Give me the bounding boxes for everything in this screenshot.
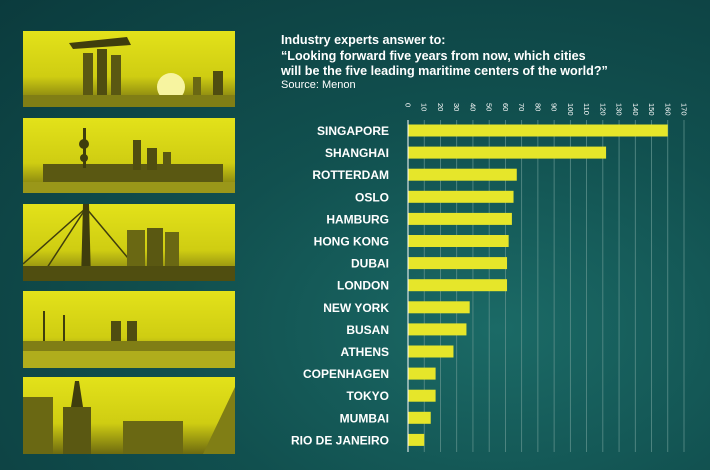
oslo-photo <box>23 291 235 368</box>
bar <box>408 146 607 159</box>
category-label: DUBAI <box>351 257 389 271</box>
heading-question-line-2: will be the five leading maritime center… <box>281 64 608 78</box>
category-label: MUMBAI <box>340 411 389 425</box>
bar <box>408 235 509 247</box>
category-label: SHANGHAI <box>325 146 389 160</box>
category-label: NEW YORK <box>323 301 389 315</box>
bar <box>408 389 436 402</box>
bar <box>408 257 508 270</box>
category-label: ROTTERDAM <box>312 168 389 182</box>
x-tick-label: 110 <box>582 103 591 115</box>
category-label: LONDON <box>337 279 389 293</box>
x-tick-label: 100 <box>566 103 575 116</box>
x-tick-label: 160 <box>663 103 672 116</box>
bar <box>408 279 508 292</box>
category-label: HAMBURG <box>326 212 389 226</box>
x-tick-label: 120 <box>598 103 607 116</box>
rotterdam-photo <box>23 204 235 281</box>
bar <box>408 190 514 203</box>
bar <box>408 323 467 336</box>
x-tick-label: 70 <box>517 103 526 111</box>
category-label: BUSAN <box>346 323 389 337</box>
bar <box>408 212 512 225</box>
category-label: RIO DE JANEIRO <box>291 433 389 447</box>
x-tick-label: 90 <box>550 103 559 111</box>
category-label: TOKYO <box>347 389 389 403</box>
bar <box>408 301 470 314</box>
x-tick-label: 60 <box>501 103 510 111</box>
hamburg-photo <box>23 377 235 454</box>
x-tick-label: 10 <box>420 103 429 111</box>
bar <box>408 367 436 380</box>
category-label: ATHENS <box>341 345 389 359</box>
category-label: HONG KONG <box>314 235 389 249</box>
x-tick-label: 20 <box>436 103 445 111</box>
bar <box>408 345 454 358</box>
category-label: OSLO <box>355 190 389 204</box>
x-tick-label: 40 <box>468 103 477 111</box>
category-label: SINGAPORE <box>317 124 389 138</box>
shanghai-photo <box>23 118 235 193</box>
x-tick-label: 150 <box>647 103 656 116</box>
x-tick-label: 140 <box>631 103 640 116</box>
bar <box>408 124 668 137</box>
x-tick-label: 130 <box>615 103 624 116</box>
x-tick-label: 80 <box>533 103 542 111</box>
singapore-photo <box>23 31 235 107</box>
bar <box>408 411 431 424</box>
x-tick-label: 0 <box>404 103 413 107</box>
heading-question-line-1: “Looking forward five years from now, wh… <box>281 48 586 63</box>
bar <box>408 433 425 446</box>
bar <box>408 168 517 181</box>
category-label: COPENHAGEN <box>303 367 389 381</box>
x-tick-label: 50 <box>485 103 494 111</box>
chart-heading: Industry experts answer to: “Looking for… <box>281 33 701 80</box>
x-tick-label: 30 <box>452 103 461 111</box>
x-tick-label: 170 <box>680 103 689 116</box>
source-note: Source: Menon <box>281 79 356 91</box>
heading-intro: Industry experts answer to: <box>281 33 446 47</box>
